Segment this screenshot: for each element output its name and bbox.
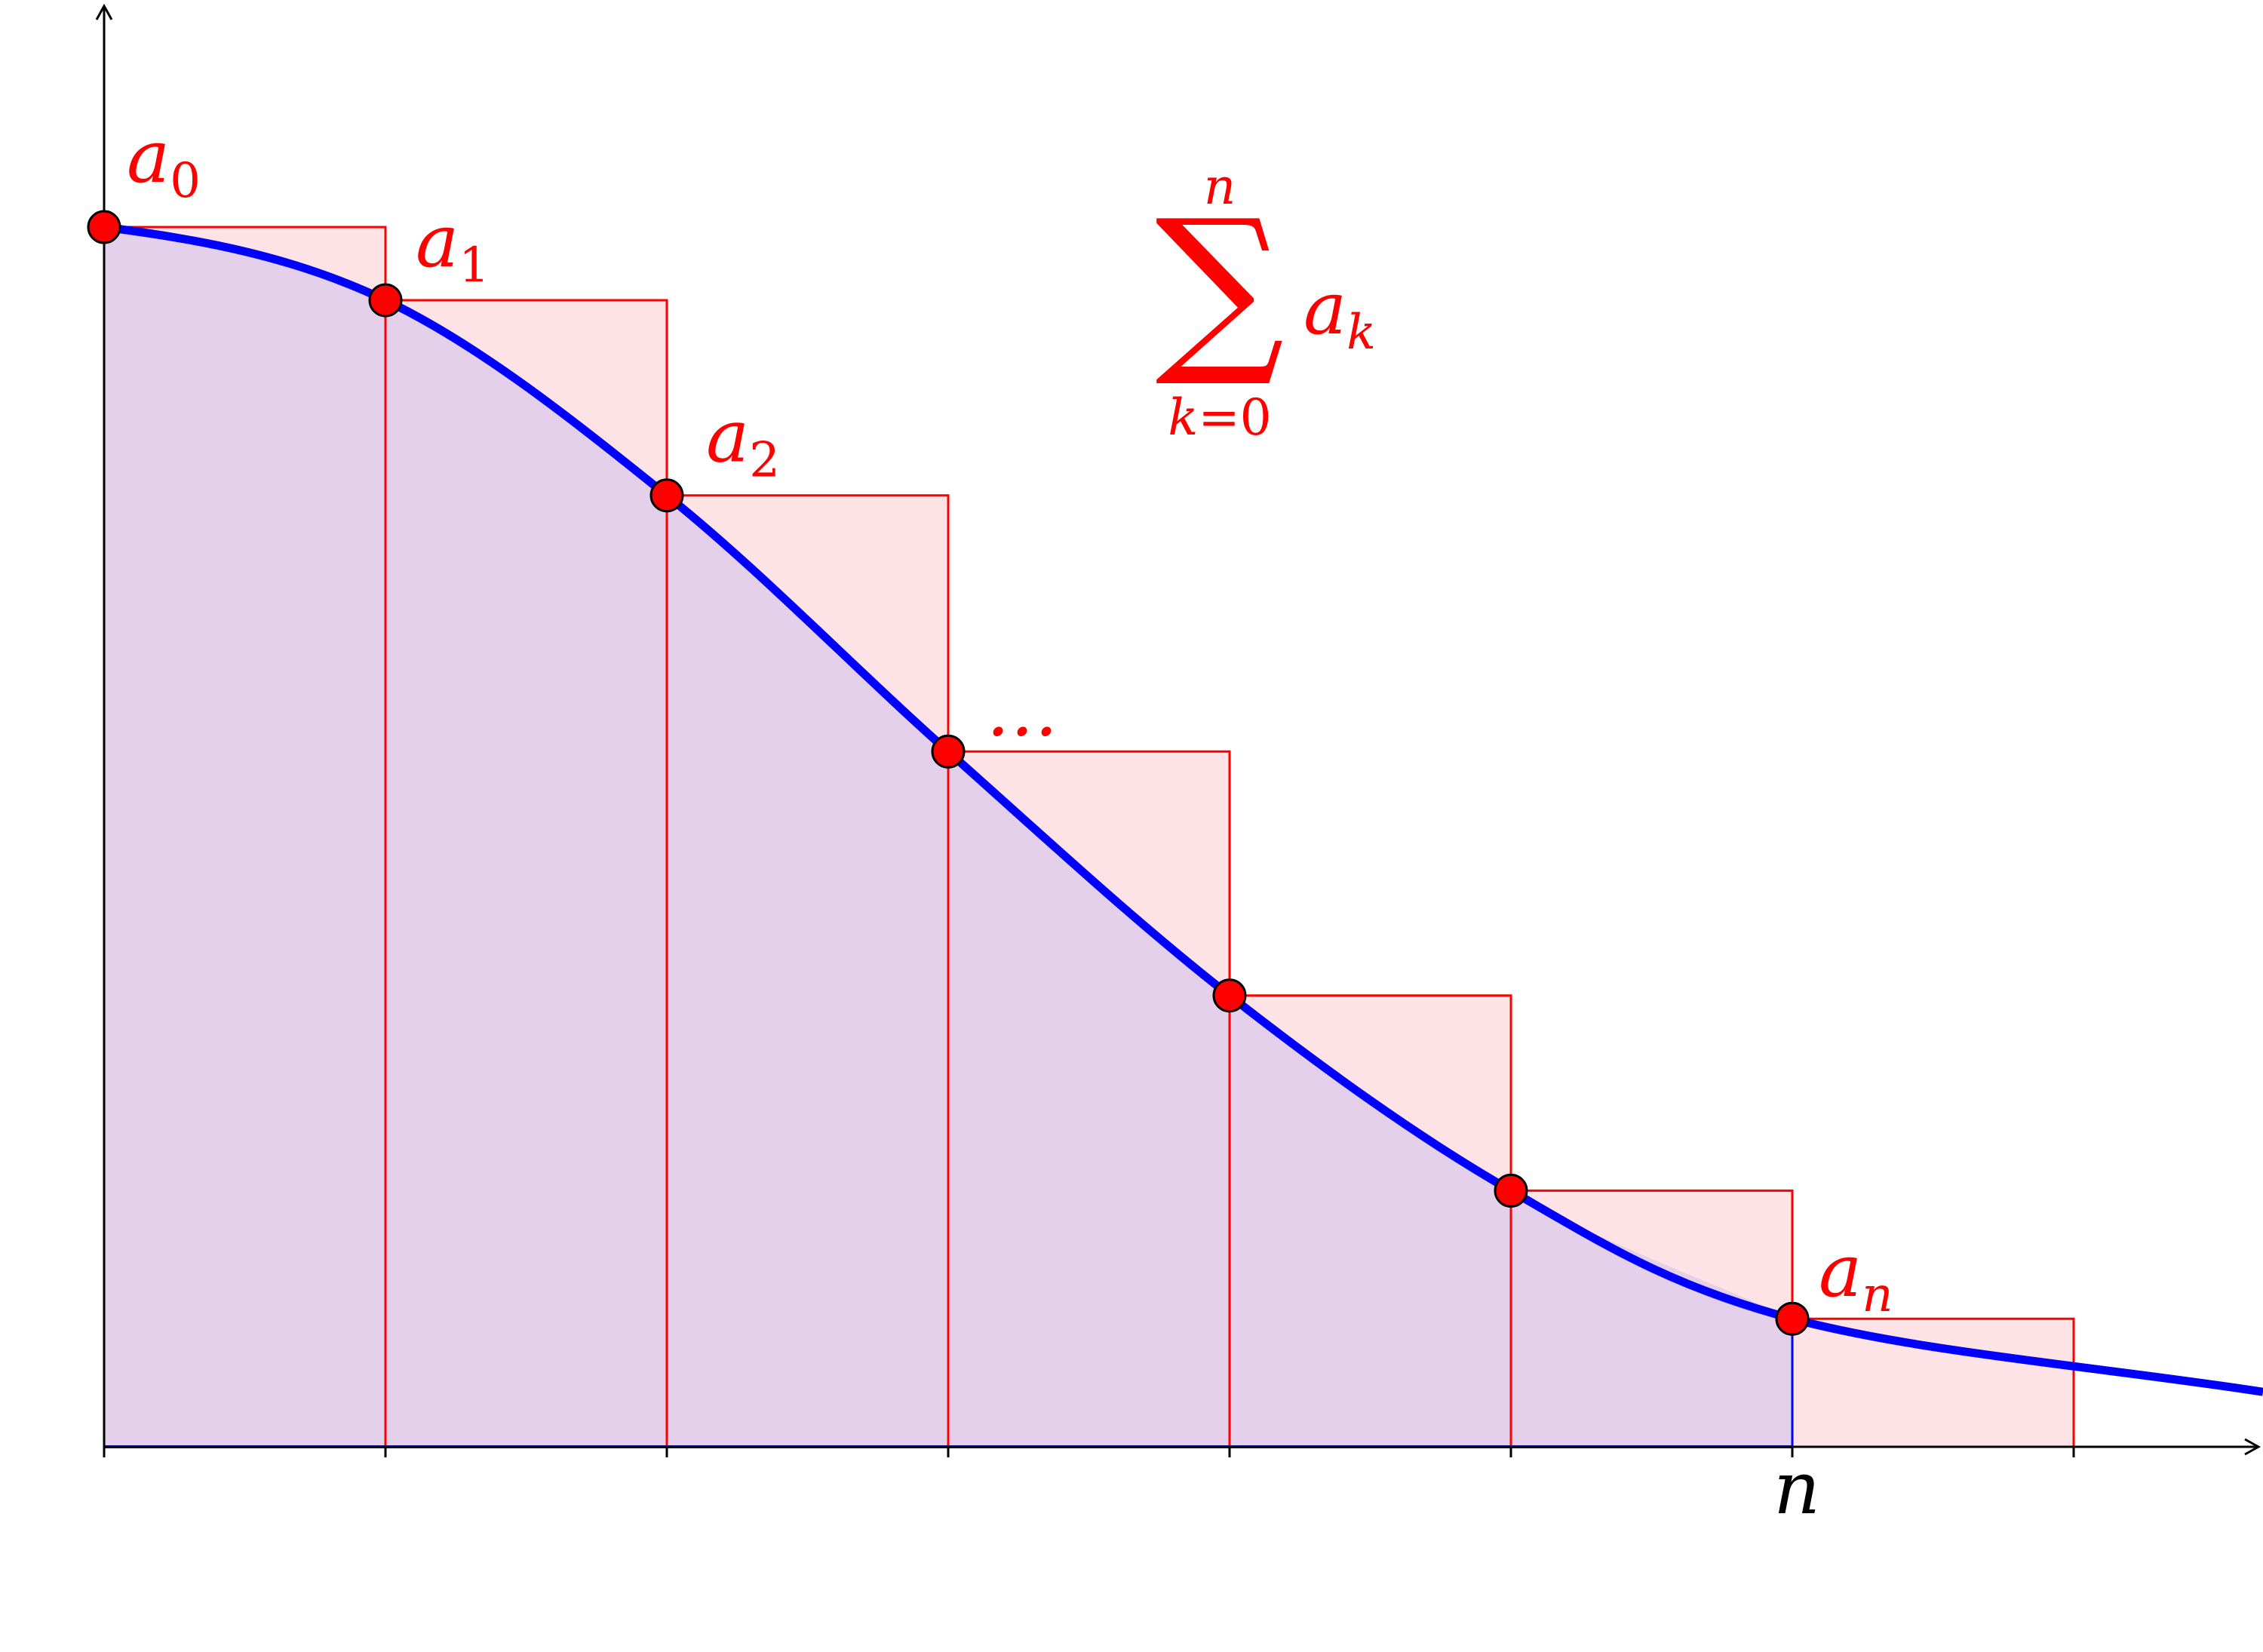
sum-symbol: ∑ (1155, 180, 1284, 392)
point-label-main-2: a (706, 395, 749, 479)
point-label-1: a1 (416, 199, 490, 293)
point-label-sub-1: 1 (459, 238, 490, 293)
point-0 (87, 210, 121, 244)
point-label-main-0: a (127, 115, 170, 199)
sum-lower-var: k (1168, 388, 1198, 447)
point-3 (931, 734, 966, 769)
step-rect-6 (1792, 1319, 2074, 1447)
point-label-2: a2 (706, 395, 780, 489)
sum-lower-limit: k=0 (1168, 388, 1271, 447)
step-edge-3 (948, 750, 1231, 1447)
sum-term: ak (1303, 266, 1376, 361)
sum-term-sub: k (1346, 305, 1376, 361)
point-2 (649, 478, 684, 513)
sum-formula: ∑ n k=0 ak (1155, 158, 1376, 447)
point-1 (368, 283, 403, 318)
point-label-sub-6: n (1862, 1267, 1893, 1323)
x-axis-label-n: n (1773, 1446, 1820, 1531)
step-edge-6 (1792, 1317, 2075, 1447)
sum-upper-limit: n (1204, 158, 1236, 216)
point-label-main-6: a (1819, 1229, 1862, 1313)
sum-lower-eq: =0 (1198, 388, 1271, 447)
point-label-sub-0: 0 (170, 153, 201, 209)
point-5 (1494, 1173, 1528, 1208)
point-label-3: … (986, 668, 1058, 752)
point-label-6: an (1819, 1229, 1893, 1323)
point-6 (1775, 1301, 1810, 1336)
point-label-main-1: a (416, 199, 459, 284)
sum-term-a: a (1303, 266, 1346, 351)
point-4 (1212, 978, 1247, 1013)
x-axis-ticks (103, 1447, 2075, 1457)
step-edge-2 (667, 494, 950, 1447)
step-edge-0 (104, 226, 387, 1447)
point-label-0: a0 (127, 115, 201, 209)
point-label-main-3: … (986, 668, 1058, 752)
point-label-sub-2: 2 (749, 433, 780, 489)
step-edge-1 (385, 299, 668, 1447)
step-edge-4 (1230, 994, 1512, 1447)
